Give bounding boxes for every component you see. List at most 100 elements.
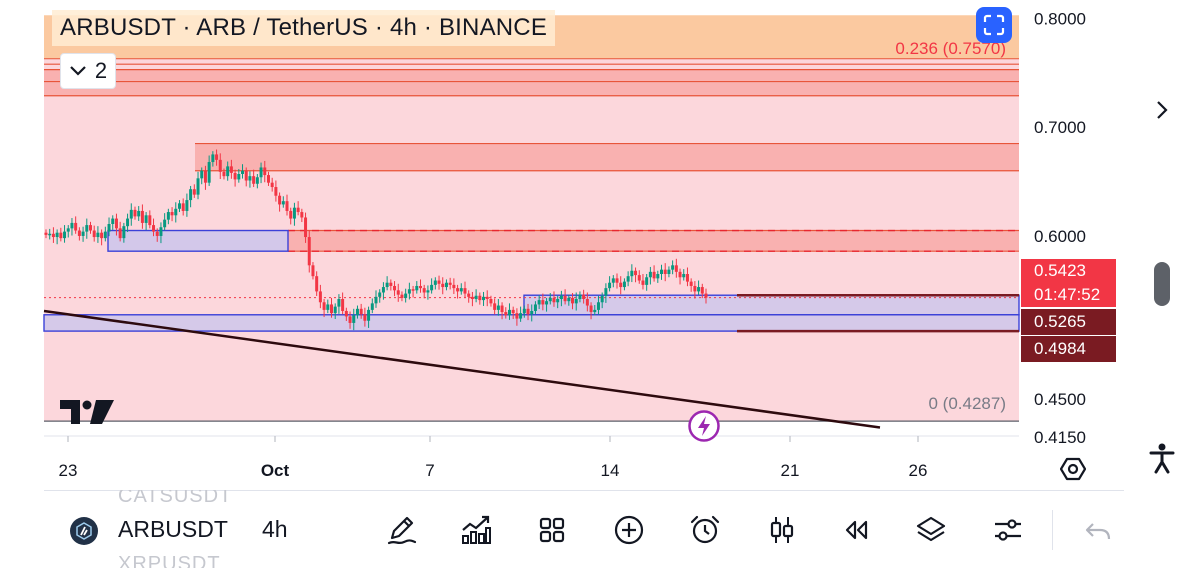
alerts-button[interactable] [687,512,723,548]
candle-body [51,233,55,238]
candle-body [126,218,130,227]
candle-body [181,203,185,211]
candle-body [552,297,556,303]
candle-body [608,282,612,289]
candle-body [578,294,582,300]
undo-arrow-icon [1085,523,1111,540]
candle-body [422,288,426,293]
symbol-selector[interactable]: ARBUSDT [118,516,228,542]
layouts-button[interactable] [534,512,570,548]
candle-body [378,292,382,297]
candle-body [70,222,74,229]
accessibility-icon[interactable] [1148,442,1176,474]
candle-body [652,271,656,279]
candle-body [122,226,126,239]
candle-body [281,201,285,205]
candle-body [330,304,334,314]
indicators-toggle-button[interactable]: 2 [60,53,116,89]
candle-body [441,283,445,288]
price-chart[interactable]: 0.236 (0.7570) 0 (0.4287) 0.8000 0.7000 0.60… [0,0,1200,490]
candle-body [537,300,541,305]
candle-body [648,271,652,278]
fullscreen-button[interactable] [976,7,1012,43]
candle-body [133,209,137,217]
drawing-tools-button[interactable] [384,512,420,548]
candle-body [155,231,159,236]
y-axis-tick-label: 0.4150 [1034,428,1086,447]
candle-body [311,265,315,277]
candle-body [192,189,196,195]
candle-body [88,225,92,231]
chart-title: ARBUSDT · ARB / TetherUS · 4h · BINANCE [52,10,556,46]
candle-body [667,269,671,275]
candle-body [274,187,278,196]
candle-body [218,159,222,172]
candle-body [456,288,460,292]
candle-body [663,269,667,275]
candle-body [44,232,48,235]
candle-body [266,175,270,183]
chart-settings-icon[interactable] [1060,456,1086,482]
candle-body [493,303,497,310]
candle-body [693,285,697,292]
candle-body [700,287,704,294]
candle-body [63,231,67,239]
candle-body [396,290,400,295]
candle-body [563,295,567,302]
candle-body [344,310,348,317]
x-axis-tick-label: 14 [601,461,620,480]
replay-button[interactable] [838,512,874,548]
next-symbol-hint[interactable]: XRPUSDT [118,554,221,568]
candle-body [415,285,419,291]
candle-body [622,281,626,288]
scroll-handle[interactable] [1154,262,1170,306]
candle-body [189,189,193,201]
candle-body [166,212,170,220]
candle-body [159,227,163,236]
candle-body [244,170,248,181]
candle-body [611,278,615,283]
lightning-icon[interactable] [688,410,720,442]
indicators-count: 2 [94,58,108,83]
object-tree-button[interactable] [913,512,949,548]
chart-area[interactable]: 0.236 (0.7570) 0 (0.4287) 0.8000 0.7000 0.60… [0,0,1200,490]
chevron-right-icon[interactable] [1150,98,1174,122]
candle-body [292,207,296,219]
candle-body [333,306,337,314]
resistance-zone [44,69,1019,96]
previous-symbol-hint[interactable]: CATSUSDT [118,490,233,504]
candle-body [634,270,638,276]
candle-body [296,207,300,213]
candle-body [74,222,78,231]
compare-add-button[interactable] [611,512,647,548]
indicators-button[interactable] [458,512,494,548]
chart-properties-button[interactable] [990,512,1026,548]
candle-body [559,295,563,300]
candle-body [304,217,308,238]
candle-body [697,287,701,292]
candle-body [444,282,448,288]
bottom-toolbar: CATSUSDT XRPUSDT ARBUSDT 4h [0,490,1200,568]
chevron-down-icon [70,66,86,76]
candle-body [77,230,81,236]
candle-body [393,285,397,291]
candle-body [144,215,148,223]
candle-body [682,274,686,278]
candle-body [48,233,52,236]
trendline[interactable] [43,309,881,429]
candle-body [363,314,367,321]
interval-selector[interactable]: 4h [262,516,288,542]
chart-type-button[interactable] [764,512,800,548]
candle-body [482,296,486,301]
candle-body [389,282,393,286]
candle-body [322,302,326,310]
demand-box [107,229,289,252]
candle-body [352,315,356,323]
undo-button[interactable] [1080,512,1116,548]
toolbar-separator [1052,510,1053,550]
candle-body [459,288,463,292]
candle-body [152,225,156,232]
candle-body [515,313,519,319]
candle-body [404,293,408,298]
candle-body [300,212,304,218]
